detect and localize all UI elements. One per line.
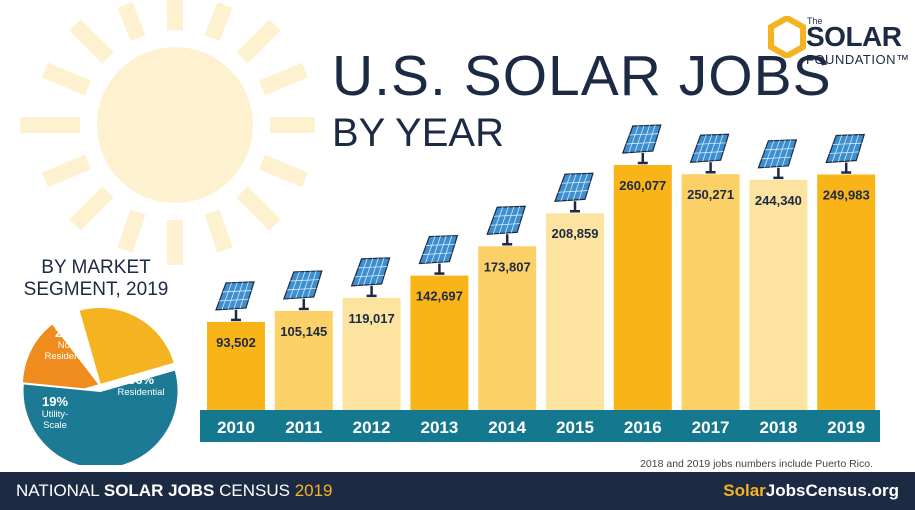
pie-label-utility: 19% Utility-Scale — [30, 394, 80, 431]
bar — [478, 246, 537, 410]
pie-pct-non-residential: 25% — [54, 325, 82, 340]
bar — [817, 174, 876, 410]
pie-label-residential: 56% Residential — [106, 372, 176, 398]
pie-slice — [21, 368, 180, 465]
bar — [749, 179, 808, 410]
sun-graphic — [20, 0, 315, 265]
solar-panel-icon — [418, 234, 459, 275]
year-tick-label: 2011 — [285, 418, 322, 437]
pie-pct-utility: 19% — [41, 394, 69, 409]
footer-census-title: NATIONAL SOLAR JOBS CENSUS 2019 — [16, 481, 333, 501]
bar — [681, 174, 740, 410]
bar — [546, 213, 604, 410]
footer-url-jobscensus: JobsCensus — [765, 481, 867, 500]
pie-name-utility: Utility-Scale — [41, 409, 69, 431]
solar-panel-icon — [282, 270, 323, 311]
footer-solar-jobs: SOLAR JOBS — [103, 481, 215, 500]
year-tick-label: 2014 — [488, 418, 526, 437]
pie-slice — [77, 306, 177, 387]
segment-title-line1: BY MARKET — [41, 257, 151, 278]
title-line2: BY YEAR — [332, 111, 504, 155]
year-tick-label: 2012 — [353, 418, 391, 437]
footer-census: CENSUS — [214, 481, 295, 500]
year-tick-label: 2010 — [217, 418, 255, 437]
logo-solar: SOLAR — [806, 21, 902, 52]
market-segment-pie — [21, 306, 180, 465]
hexagon-icon — [768, 16, 806, 58]
bar-value-label: 105,145 — [280, 324, 327, 339]
year-tick-label: 2018 — [759, 418, 797, 437]
solar-foundation-logo: The SOLAR FOUNDATION™ — [768, 14, 910, 74]
pie-pct-residential: 56% — [127, 372, 155, 387]
pie-label-non-residential: 25% Non-Residential — [38, 325, 98, 362]
solar-panel-icon — [621, 124, 662, 165]
footer-website[interactable]: SolarJobsCensus.org — [723, 481, 899, 501]
year-axis-band — [200, 410, 880, 442]
title-line1: U.S. SOLAR JOBS — [332, 44, 832, 108]
year-tick-label: 2016 — [624, 418, 662, 437]
bar-value-label: 142,697 — [416, 289, 463, 304]
bar — [410, 275, 469, 410]
footer-url-org: .org — [866, 481, 899, 500]
bar — [207, 321, 265, 410]
footnote: 2018 and 2019 jobs numbers include Puert… — [640, 458, 873, 470]
solar-panel-icon — [215, 281, 255, 322]
bar-value-label: 249,983 — [823, 188, 870, 203]
segment-title-line2: SEGMENT, 2019 — [23, 279, 169, 300]
year-tick-label: 2013 — [420, 418, 458, 437]
solar-panel-icon — [825, 133, 866, 174]
solar-panel-icon — [486, 205, 527, 246]
bar — [613, 165, 672, 410]
logo-foundation: FOUNDATION™ — [806, 52, 910, 67]
year-tick-label: 2015 — [556, 418, 594, 437]
logo-the: The — [807, 16, 823, 26]
solar-panel-icon — [757, 139, 798, 180]
pie-name-residential: Residential — [117, 387, 165, 398]
bar — [342, 297, 401, 410]
bar-value-label: 93,502 — [216, 335, 256, 350]
footer-bar: NATIONAL SOLAR JOBS CENSUS 2019 SolarJob… — [0, 472, 915, 510]
year-tick-label: 2017 — [692, 418, 730, 437]
footer-national: NATIONAL — [16, 481, 104, 500]
bar-value-label: 173,807 — [484, 259, 531, 274]
solar-panel-icon — [689, 133, 730, 174]
footer-url-solar: Solar — [723, 481, 766, 500]
jobs-bar-chart: 93,502 2010 105,145 2011 119,017 2012 142,697 2… — [200, 124, 880, 442]
bar-value-label: 244,340 — [755, 193, 802, 208]
segment-title: BY MARKET SEGMENT, 2019 — [6, 257, 186, 301]
bar — [274, 310, 333, 410]
solar-panel-icon — [350, 257, 391, 298]
bar-value-label: 119,017 — [348, 311, 394, 326]
pie-name-non-residential: Non-Residential — [44, 340, 92, 362]
bar-value-label: 208,859 — [552, 226, 599, 241]
solar-panel-icon — [554, 172, 594, 213]
bar-value-label: 250,271 — [687, 187, 734, 202]
footer-year: 2019 — [294, 481, 333, 500]
year-tick-label: 2019 — [827, 418, 865, 437]
bar-value-label: 260,077 — [619, 178, 666, 193]
